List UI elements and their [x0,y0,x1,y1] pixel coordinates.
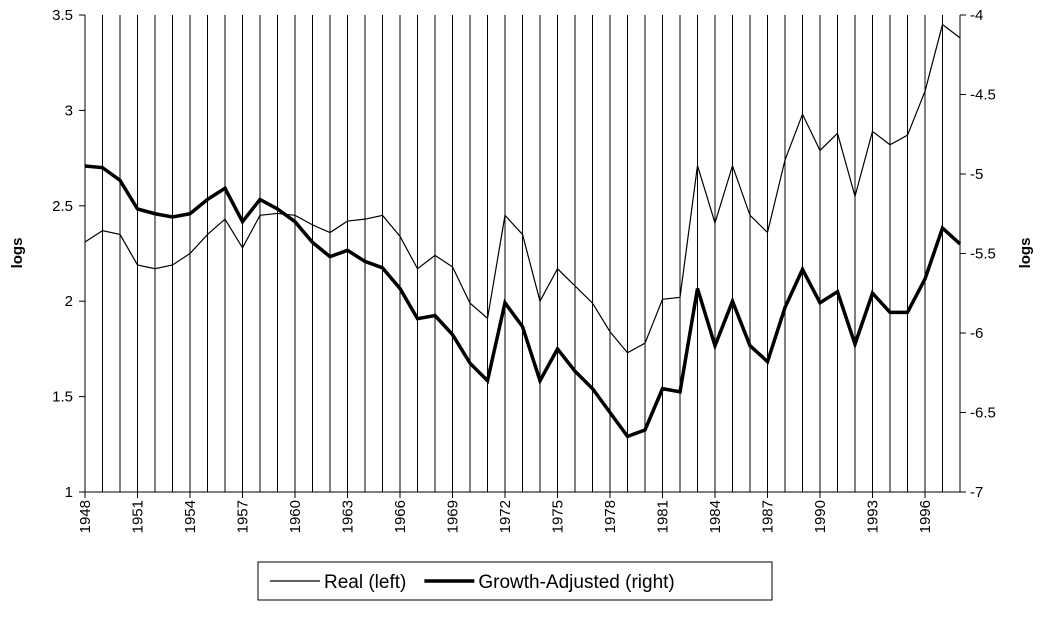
y2-axis-label: logs [1017,238,1034,269]
x-tick-label: 1966 [392,500,409,533]
legend-label: Real (left) [324,572,406,593]
y-tick-label: 2.5 [52,198,73,215]
x-tick-label: 1978 [602,500,619,533]
y2-tick-label: -5.5 [970,246,996,263]
x-tick-label: 1960 [287,500,304,533]
series-line [84,164,962,439]
x-tick-label: 1954 [182,500,199,533]
x-tick-label: 1987 [760,500,777,533]
y-axis-label: logs [9,238,26,269]
x-tick-label: 1990 [812,500,829,533]
legend: Real (left) Growth-Adjusted (right) [257,561,773,601]
x-tick-label: 1993 [865,500,882,533]
x-tick-label: 1963 [340,500,357,533]
x-tick-label: 1969 [445,500,462,533]
y2-tick-label: -4.5 [970,87,996,104]
y-tick-label: 3 [65,102,73,119]
x-tick-label: 1984 [707,500,724,533]
x-tick-label: 1975 [550,500,567,533]
series-line [84,23,961,354]
legend-label: Growth-Adjusted (right) [478,572,674,593]
y2-tick-label: -4 [970,7,983,24]
x-tick-label: 1951 [130,500,147,533]
x-tick-label: 1972 [497,500,514,533]
y-tick-label: 1 [65,484,73,501]
y2-tick-label: -7 [970,484,983,501]
y-tick-label: 3.5 [52,7,73,24]
legend-box [257,561,773,601]
x-tick-label: 1996 [917,500,934,533]
x-tick-label: 1981 [655,500,672,533]
y2-tick-label: -6 [970,325,983,342]
y2-tick-label: -6.5 [970,405,996,422]
y2-tick-label: -5 [970,166,983,183]
x-tick-label: 1957 [235,500,252,533]
y-tick-label: 2 [65,293,73,310]
y-tick-label: 1.5 [52,389,73,406]
x-tick-label: 1948 [77,500,94,533]
